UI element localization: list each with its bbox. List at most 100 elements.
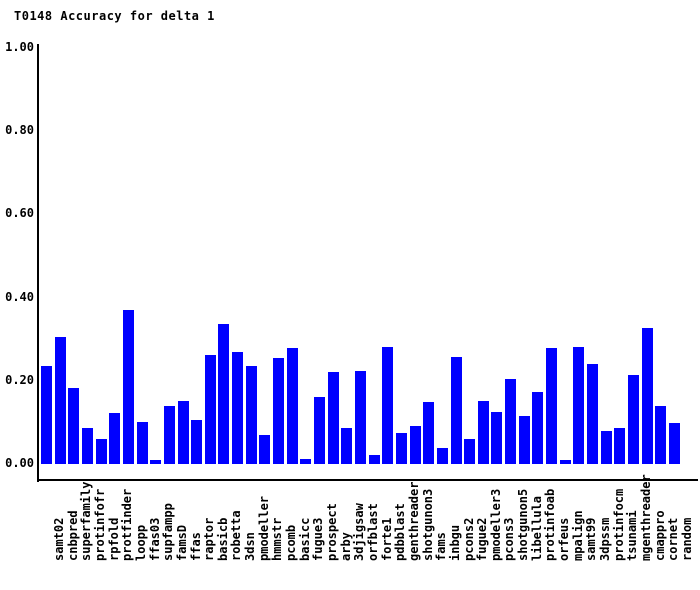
bar-mgenthreader (628, 375, 639, 464)
x-tick-label-pdbblast: pdbblast (393, 503, 407, 561)
x-tick-label-mpalign: mpalign (571, 510, 585, 561)
x-tick-label-hmmstr: hmmstr (270, 517, 284, 561)
y-tick-label: 1.00 (5, 40, 34, 54)
bar-robetta (218, 324, 229, 464)
x-tick-label-supfampp: supfampp (161, 503, 175, 561)
x-tick-label-random: random (680, 517, 694, 561)
bar-random (669, 423, 680, 464)
bar-shotgunon5 (505, 379, 516, 464)
bar-cmappro (642, 328, 653, 464)
x-tick-label-3dsn: 3dsn (243, 532, 257, 561)
bar-pmodeller (246, 366, 257, 464)
x-tick-label-cmappro: cmappro (653, 510, 667, 561)
x-tick-label-genthreader: genthreader (407, 481, 421, 561)
x-tick-label-famsD: famsD (175, 524, 189, 561)
bar-pdbblast (382, 347, 393, 464)
bar-pcons3 (491, 412, 502, 464)
x-tick-label-prospect: prospect (325, 503, 339, 561)
x-tick-label-protinfocm: protinfocm (612, 488, 626, 561)
x-tick-label-protinfofr: protinfofr (93, 488, 107, 561)
x-axis-line (37, 479, 698, 481)
x-tick-label-pmodeller3: pmodeller3 (489, 488, 503, 561)
y-tick-label: 0.00 (5, 456, 34, 470)
y-tick-label: 0.80 (5, 123, 34, 138)
y-tick-label: 0.20 (5, 372, 34, 387)
x-tick-label-pcomb: pcomb (284, 524, 298, 561)
bar-tsunami (614, 428, 625, 464)
bar-samt99 (573, 347, 584, 464)
y-tick-label: 0.60 (5, 206, 34, 221)
x-tick-label-cornet: cornet (666, 517, 680, 561)
bar-mpalign (560, 460, 571, 464)
x-tick-label-arby: arby (339, 532, 353, 561)
bar-pcons2 (451, 357, 462, 464)
bar-fugue3 (300, 459, 311, 464)
y-axis-line (37, 44, 39, 482)
x-tick-label-pcons2: pcons2 (462, 517, 476, 561)
x-tick-label-ffas03: ffas03 (148, 517, 162, 561)
x-tick-label-raptor: raptor (202, 517, 216, 561)
x-tick-label-pcons3: pcons3 (502, 517, 516, 561)
x-tick-label-protfinder: protfinder (120, 488, 134, 561)
x-tick-label-orfeus: orfeus (557, 517, 571, 561)
bar-prospect (314, 397, 325, 464)
x-tick-label-cnbpred: cnbpred (66, 510, 80, 561)
bar-ffas03 (137, 422, 148, 464)
bar-basicb (205, 355, 216, 464)
bar-libellula (519, 416, 530, 464)
x-tick-label-3djigsaw: 3djigsaw (352, 503, 366, 561)
bar-protinfocm (601, 431, 612, 464)
bar-3dsn (232, 352, 243, 464)
x-tick-label-ffas: ffas (189, 532, 203, 561)
bar-samt02 (41, 366, 52, 464)
bar-pcomb (273, 358, 284, 464)
bar-fams (423, 402, 434, 464)
x-tick-label-basicb: basicb (216, 517, 230, 561)
x-tick-label-fams: fams (434, 532, 448, 561)
bar-protinfofr (82, 428, 93, 464)
x-tick-label-basicc: basicc (298, 517, 312, 561)
x-tick-label-pmodeller: pmodeller (257, 495, 271, 561)
bar-famsD (164, 406, 175, 464)
bar-cornet (655, 406, 666, 464)
x-tick-label-samt99: samt99 (584, 517, 598, 561)
bar-forte1 (369, 455, 380, 464)
x-tick-label-protinfoab: protinfoab (543, 488, 557, 561)
bar-pmodeller3 (478, 401, 489, 464)
bar-ffas (178, 401, 189, 464)
bar-3dpssm (587, 364, 598, 464)
bar-loopp (123, 310, 134, 464)
bar-inbgu (437, 448, 448, 464)
bar-orfeus (546, 348, 557, 464)
bar-3djigsaw (341, 428, 352, 464)
bar-superfamily (68, 388, 79, 464)
y-tick-label: 0.40 (5, 289, 34, 304)
x-tick-label-robetta: robetta (229, 510, 243, 561)
bar-protinfoab (532, 392, 543, 464)
x-tick-label-forte1: forte1 (380, 517, 394, 561)
bar-arby (328, 372, 339, 464)
x-tick-label-inbgu: inbgu (448, 524, 462, 561)
x-tick-label-rpfold: rpfold (107, 517, 121, 561)
x-tick-label-fugue2: fugue2 (475, 517, 489, 561)
bar-protfinder (109, 413, 120, 464)
bar-shotgunon3 (410, 426, 421, 464)
bar-raptor (191, 420, 202, 464)
x-tick-label-fugue3: fugue3 (311, 517, 325, 561)
bar-orfblast (355, 371, 366, 464)
x-tick-label-libellula: libellula (530, 495, 544, 561)
bar-basicc (287, 348, 298, 464)
bar-cnbpred (55, 337, 66, 464)
chart-title: T0148 Accuracy for delta 1 (14, 9, 215, 23)
x-tick-label-samt02: samt02 (52, 517, 66, 561)
bar-hmmstr (259, 435, 270, 464)
bar-rpfold (96, 439, 107, 464)
x-tick-label-mgenthreader: mgenthreader (639, 474, 653, 561)
x-tick-label-tsunami: tsunami (625, 510, 639, 561)
bar-genthreader (396, 433, 407, 464)
x-tick-label-3dpssm: 3dpssm (598, 517, 612, 561)
bar-fugue2 (464, 439, 475, 464)
x-tick-label-shotgunon5: shotgunon5 (516, 488, 530, 561)
bar-supfampp (150, 460, 161, 464)
